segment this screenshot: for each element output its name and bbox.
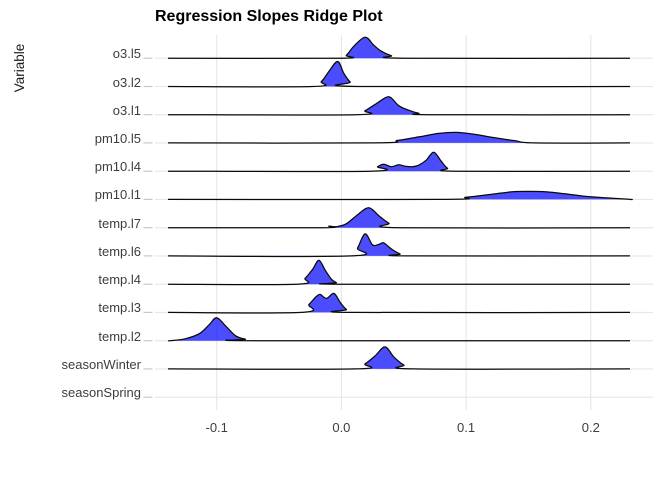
ridge-pm10.l1 [167, 190, 633, 201]
x-tick-label-0.1: 0.1 [457, 420, 476, 435]
y-tick-label-temp.l7: temp.l7 [98, 215, 141, 231]
ridge-densities [167, 36, 633, 370]
y-tick-label-temp.l3: temp.l3 [98, 300, 141, 316]
ridge-temp.l3 [167, 292, 631, 314]
ridge-o3.l1 [167, 96, 631, 116]
y-tick-label-pm10.l5: pm10.l5 [94, 130, 141, 146]
ridge-temp.l2 [167, 317, 631, 342]
ridge-seasonWinter [167, 346, 631, 370]
y-tick-label-pm10.l1: pm10.l1 [94, 187, 141, 203]
x-tick-label-0.2: 0.2 [581, 420, 600, 435]
ridge-temp.l7 [167, 207, 631, 229]
y-tick-label-pm10.l4: pm10.l4 [94, 159, 141, 175]
y-tick-label-temp.l2: temp.l2 [98, 328, 141, 344]
y-tick-label-o3.l1: o3.l1 [112, 102, 141, 118]
y-axis-title: Variable [12, 43, 27, 93]
y-tick-label-seasonWinter: seasonWinter [61, 356, 141, 372]
ridge-temp.l6 [167, 233, 631, 258]
y-tick-label-o3.l2: o3.l2 [112, 74, 141, 90]
y-tick-label-temp.l6: temp.l6 [98, 243, 141, 259]
x-tick-label--0.1: -0.1 [205, 420, 228, 435]
x-tick-label-0.0: 0.0 [332, 420, 351, 435]
y-tick-label-seasonSpring: seasonSpring [61, 385, 142, 401]
ridge-o3.l2 [167, 60, 631, 88]
y-tick-label-temp.l4: temp.l4 [98, 272, 141, 288]
ridge-pm10.l4 [167, 151, 631, 173]
axis-ticks [143, 57, 153, 398]
ridge-pm10.l5 [167, 131, 631, 144]
y-tick-label-o3.l5: o3.l5 [112, 46, 141, 62]
ridge-o3.l5 [167, 36, 631, 60]
gridlines [155, 35, 653, 410]
plot-title: Regression Slopes Ridge Plot [155, 8, 383, 25]
ridge-temp.l4 [167, 259, 631, 286]
